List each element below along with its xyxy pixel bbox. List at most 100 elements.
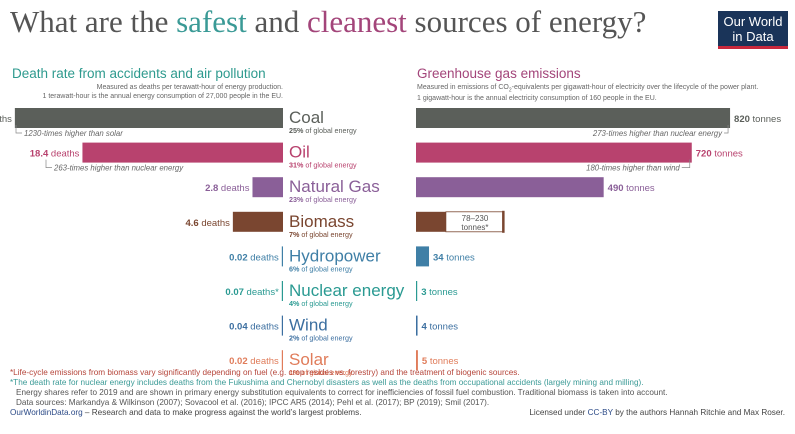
deaths-bar-solar xyxy=(281,350,283,371)
logo-line1: Our World xyxy=(723,14,783,29)
ghg-range-cap-biomass xyxy=(502,210,505,233)
deaths-bar-hydropower xyxy=(281,246,283,267)
owid-link[interactable]: OurWorldinData.org xyxy=(10,408,83,417)
deaths-value-nuclear-energy: 0.07 xyxy=(225,287,244,298)
share-suffix-coal: of global energy xyxy=(303,126,357,135)
deaths-bar-biomass xyxy=(232,211,283,232)
ghg-unit-wind: tonnes xyxy=(427,322,458,333)
footnote-nuclear: *The death rate for nuclear energy inclu… xyxy=(10,378,644,387)
ghg-note-oil: 180-times higher than wind xyxy=(586,164,680,173)
deaths-section-title: Death rate from accidents and air pollut… xyxy=(12,66,266,81)
category-coal: Coal xyxy=(289,108,324,127)
ghg-section-subtitle: Measured in emissions of CO2-equivalents… xyxy=(417,84,758,103)
ghg-bar-oil xyxy=(416,142,692,163)
share-natural-gas: 23% of global energy xyxy=(289,195,357,204)
ghg-bar-biomass xyxy=(416,211,446,232)
license-cc-link[interactable]: CC-BY xyxy=(587,408,613,417)
deaths-note-oil: 263-times higher than nuclear energy xyxy=(53,164,184,173)
ghg-value-coal: 820 xyxy=(734,114,750,125)
ghg-label-nuclear-energy: 3 tonnes xyxy=(421,287,458,298)
share-value-hydropower: 6% xyxy=(289,264,300,273)
ghg-value-wind: 4 xyxy=(422,322,428,333)
deaths-label-oil: 18.4 deaths xyxy=(30,149,80,160)
deaths-label-biomass: 4.6 deaths xyxy=(185,218,230,229)
ghg-unit-biomass: tonnes* xyxy=(461,223,488,232)
ghg-bar-coal xyxy=(416,108,731,128)
ghg-value-oil: 720 xyxy=(696,149,712,160)
ghg-bar-wind xyxy=(416,315,418,336)
ghg-bar-solar xyxy=(416,350,418,371)
deaths-label-natural-gas: 2.8 deaths xyxy=(205,183,250,194)
share-biomass: 7% of global energy xyxy=(289,230,353,239)
page-title: What are the safest and cleanest sources… xyxy=(10,4,710,40)
ghg-label-hydropower: 34 tonnes xyxy=(433,252,475,263)
share-coal: 25% of global energy xyxy=(289,126,357,135)
deaths-label-hydropower: 0.02 deaths xyxy=(229,252,279,263)
license-post: by the authors Hannah Ritchie and Max Ro… xyxy=(612,408,785,417)
ghg-note-coal: 273-times higher than nuclear energy xyxy=(592,129,723,138)
ghg-note-connector-oil xyxy=(681,159,691,168)
deaths-value-wind: 0.04 xyxy=(229,322,248,333)
category-oil: Oil xyxy=(289,143,310,162)
share-suffix-wind: of global energy xyxy=(299,334,353,343)
ghg-value-hydropower: 34 xyxy=(433,252,444,263)
title-end: sources of energy? xyxy=(406,4,647,39)
share-suffix-oil: of global energy xyxy=(303,161,357,170)
deaths-label-nuclear-energy: 0.07 deaths* xyxy=(225,287,279,298)
category-nuclear-energy: Nuclear energy xyxy=(289,281,405,300)
deaths-bar-nuclear-energy xyxy=(281,281,283,301)
ghg-section-title: Greenhouse gas emissions xyxy=(417,66,581,81)
share-value-biomass: 7% xyxy=(289,230,300,239)
ghg-bar-nuclear-energy xyxy=(416,281,418,301)
deaths-note-connector-oil xyxy=(45,159,52,168)
deaths-label-wind: 0.04 deaths xyxy=(229,322,279,333)
deaths-value-solar: 0.02 xyxy=(229,356,248,367)
deaths-bar-natural-gas xyxy=(252,177,283,198)
share-suffix-nuclear-energy: of global energy xyxy=(299,299,353,308)
ghg-subtitle-line1: Measured in emissions of CO2-equivalents… xyxy=(417,84,758,95)
share-value-coal: 25% xyxy=(289,126,304,135)
deaths-unit-nuclear-energy: deaths* xyxy=(244,287,279,298)
ghg-label-coal: 820 tonnes xyxy=(734,114,781,125)
title-clean-word: cleanest xyxy=(306,4,407,39)
deaths-unit-solar: deaths xyxy=(248,356,279,367)
title-mid: and xyxy=(246,4,307,39)
share-solar: 1% of global energy xyxy=(289,368,353,377)
share-suffix-natural-gas: of global energy xyxy=(303,195,357,204)
ghg-unit-hydropower: tonnes xyxy=(444,252,475,263)
title-part1: What are the xyxy=(10,4,177,39)
ghg-label-wind: 4 tonnes xyxy=(422,322,459,333)
ghg-unit-nuclear-energy: tonnes xyxy=(426,287,457,298)
license-pre: Licensed under xyxy=(529,408,588,417)
share-hydropower: 6% of global energy xyxy=(289,264,353,273)
ghg-subtitle-sub: 2 xyxy=(508,87,512,94)
ghg-unit-natural-gas: tonnes xyxy=(624,183,655,194)
deaths-bar-oil xyxy=(82,142,283,163)
ghg-value-solar: 5 xyxy=(422,356,428,367)
ghg-subtitle-line2: 1 gigawatt-hour is the annual electricit… xyxy=(417,94,657,102)
share-wind: 2% of global energy xyxy=(289,334,353,343)
ghg-unit-coal: tonnes xyxy=(750,114,781,125)
deaths-unit-hydropower: deaths xyxy=(248,252,279,263)
deaths-unit-coal: deaths xyxy=(0,114,12,125)
ghg-unit-solar: tonnes xyxy=(427,356,458,367)
footer-credit: OurWorldinData.org – Research and data t… xyxy=(10,408,790,418)
deaths-value-natural-gas: 2.8 xyxy=(205,183,218,194)
deaths-unit-oil: deaths xyxy=(48,149,79,160)
deaths-label-coal: 24.6 deaths xyxy=(0,114,12,125)
footnote-biomass: *Life-cycle emissions from biomass vary … xyxy=(10,368,520,377)
share-nuclear-energy: 4% of global energy xyxy=(289,299,353,308)
title-safe-word: safest xyxy=(176,4,247,39)
ghg-value-natural-gas: 490 xyxy=(608,183,624,194)
ghg-unit-oil: tonnes xyxy=(712,149,743,160)
share-value-nuclear-energy: 4% xyxy=(289,299,300,308)
logo-line2: in Data xyxy=(732,29,774,44)
deaths-value-biomass: 4.6 xyxy=(185,218,198,229)
share-value-solar: 1% xyxy=(289,368,300,377)
owid-logo[interactable]: Our World in Data xyxy=(718,11,788,49)
category-solar: Solar xyxy=(289,350,329,369)
category-biomass: Biomass xyxy=(289,212,354,231)
share-value-natural-gas: 23% xyxy=(289,195,304,204)
deaths-unit-wind: deaths xyxy=(248,322,279,333)
share-suffix-solar: of global energy xyxy=(299,368,353,377)
